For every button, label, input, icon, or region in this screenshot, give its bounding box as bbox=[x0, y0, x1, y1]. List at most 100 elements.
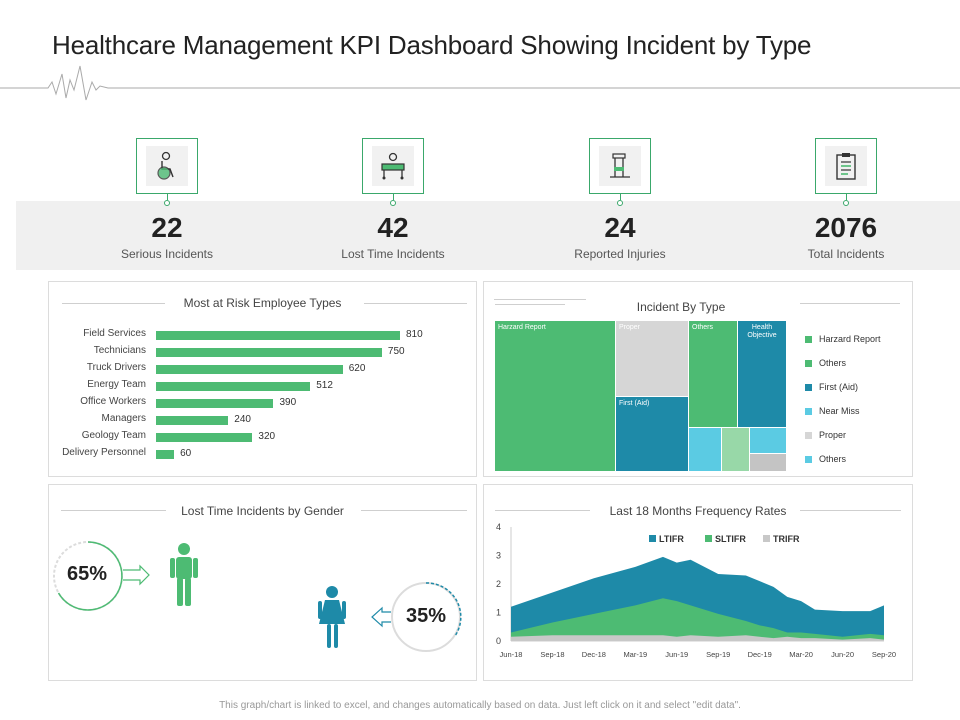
bar-category-label: Truck Drivers bbox=[86, 362, 146, 373]
legend-swatch bbox=[805, 407, 812, 415]
bar-category-label: Field Services bbox=[83, 328, 146, 339]
legend-label: Near Miss bbox=[819, 406, 860, 416]
y-tick-label: 3 bbox=[496, 551, 501, 561]
x-tick-label: Jun-19 bbox=[665, 650, 688, 659]
kpi-label: Reported Injuries bbox=[574, 247, 666, 261]
kpi-value: 24 bbox=[604, 212, 636, 243]
female-donut-arc bbox=[425, 582, 462, 637]
treemap-cell-others-blue bbox=[750, 428, 786, 453]
legend-label: LTIFR bbox=[659, 534, 684, 544]
female-icon bbox=[318, 586, 346, 648]
legend-swatch bbox=[805, 359, 812, 367]
legend-swatch bbox=[649, 535, 656, 542]
treemap-label: Proper bbox=[619, 324, 641, 331]
legend-swatch bbox=[805, 431, 812, 439]
legend-item: Proper bbox=[805, 429, 846, 441]
legend-label: Proper bbox=[819, 430, 847, 440]
kpi-reported-injuries: 24 Reported Injuries bbox=[520, 138, 720, 261]
bar-value-label: 620 bbox=[348, 363, 366, 374]
gender-graphic bbox=[53, 541, 462, 652]
x-tick-label: Dec-19 bbox=[748, 650, 772, 659]
kpi-icon-box bbox=[136, 138, 198, 194]
female-arrow bbox=[371, 606, 391, 628]
kpi-total-incidents: 2076 Total Incidents bbox=[746, 138, 946, 261]
bar bbox=[156, 348, 382, 357]
kpi-serious-incidents: 22 Serious Incidents bbox=[67, 138, 267, 261]
hospital-bed-icon bbox=[381, 152, 405, 180]
bar-value-label: 512 bbox=[316, 380, 333, 391]
legend-item: Others bbox=[805, 453, 846, 465]
y-tick-label: 0 bbox=[496, 636, 501, 646]
kpi-value: 42 bbox=[377, 212, 409, 243]
bar bbox=[156, 331, 400, 340]
bar-value-label: 60 bbox=[180, 448, 192, 459]
wheelchair-icon bbox=[157, 151, 174, 180]
x-tick-label: Sep-20 bbox=[872, 650, 896, 659]
bar-category-label: Delivery Personnel bbox=[62, 447, 146, 458]
kpi-lost-time-incidents: 42 Lost Time Incidents bbox=[293, 138, 493, 261]
y-tick-label: 1 bbox=[496, 608, 501, 618]
treemap-cell-proper: Proper bbox=[616, 321, 688, 396]
kpi-label: Serious Incidents bbox=[120, 247, 214, 261]
x-tick-label: Dec-18 bbox=[582, 650, 606, 659]
male-percent: 65% bbox=[67, 563, 108, 585]
bar-value-label: 240 bbox=[234, 414, 251, 425]
walker-icon bbox=[610, 153, 630, 178]
bar bbox=[156, 382, 311, 391]
footer-note: This graph/chart is linked to excel, and… bbox=[219, 700, 741, 711]
legend-item: Near Miss bbox=[805, 405, 860, 417]
treemap-cell-health-objective: Health Objective bbox=[738, 321, 786, 427]
treemap-cell-grey bbox=[750, 454, 786, 471]
panel-title-at-risk: Most at Risk Employee Types bbox=[183, 296, 342, 310]
bar bbox=[156, 365, 343, 374]
kpi-value: 2076 bbox=[814, 212, 878, 243]
legend-label: First (Aid) bbox=[819, 382, 858, 392]
kpi-band bbox=[16, 201, 960, 270]
area-series-trifr bbox=[511, 635, 884, 641]
kpi-label: Lost Time Incidents bbox=[341, 247, 445, 261]
area-series-sltifr bbox=[511, 598, 884, 641]
legend-label: Harzard Report bbox=[819, 334, 881, 344]
male-icon bbox=[170, 543, 198, 606]
bar-category-label: Geology Team bbox=[81, 430, 146, 441]
area-chart: 0 1 2 3 4 Jun-18 Sep-18 Dec-18 Mar-19 Jun-19 Sep-1… bbox=[496, 522, 896, 659]
legend-item: Others bbox=[805, 357, 846, 369]
legend-swatch bbox=[805, 383, 812, 391]
kpi-icon-box bbox=[362, 138, 424, 194]
bar-value-label: 810 bbox=[406, 329, 423, 340]
bar-category-label: Office Workers bbox=[80, 396, 146, 407]
y-tick-label: 2 bbox=[496, 579, 501, 589]
clipboard-icon bbox=[836, 153, 856, 180]
panel-at-risk bbox=[48, 281, 477, 477]
treemap-label: Health Objective bbox=[747, 324, 777, 339]
bar-category-label: Energy Team bbox=[87, 379, 146, 390]
legend-swatch bbox=[763, 535, 770, 542]
bar-category-label: Technicians bbox=[93, 345, 146, 356]
treemap-cell-harzard-report: Harzard Report bbox=[495, 321, 615, 471]
bar-value-label: 320 bbox=[258, 431, 276, 442]
legend-label: Others bbox=[819, 454, 847, 464]
male-arrow bbox=[123, 564, 150, 586]
bar bbox=[156, 399, 274, 408]
treemap-label: Others bbox=[692, 324, 714, 331]
page-title: Healthcare Management KPI Dashboard Show… bbox=[52, 30, 812, 60]
treemap-cell-small-green bbox=[722, 428, 749, 471]
treemap-label: Harzard Report bbox=[498, 324, 546, 331]
bar bbox=[156, 450, 175, 459]
kpi-label: Total Incidents bbox=[807, 247, 885, 261]
panel-title-incident-type: Incident By Type bbox=[636, 300, 726, 314]
bar bbox=[156, 433, 253, 442]
panel-title-frequency: Last 18 Months Frequency Rates bbox=[609, 504, 787, 518]
bar-category-label: Managers bbox=[101, 413, 146, 424]
treemap-cell-others: Others bbox=[689, 321, 737, 427]
legend-label: SLTIFR bbox=[715, 534, 746, 544]
bar bbox=[156, 416, 229, 425]
kpi-icon-box bbox=[815, 138, 877, 194]
heartbeat-line bbox=[0, 65, 960, 101]
kpi-value: 22 bbox=[151, 212, 183, 243]
legend-item: First (Aid) bbox=[805, 381, 858, 393]
male-donut-arc bbox=[57, 541, 123, 611]
female-percent: 35% bbox=[406, 605, 447, 627]
x-tick-label: Jun-18 bbox=[500, 650, 523, 659]
treemap-cell-near-miss bbox=[689, 428, 721, 471]
